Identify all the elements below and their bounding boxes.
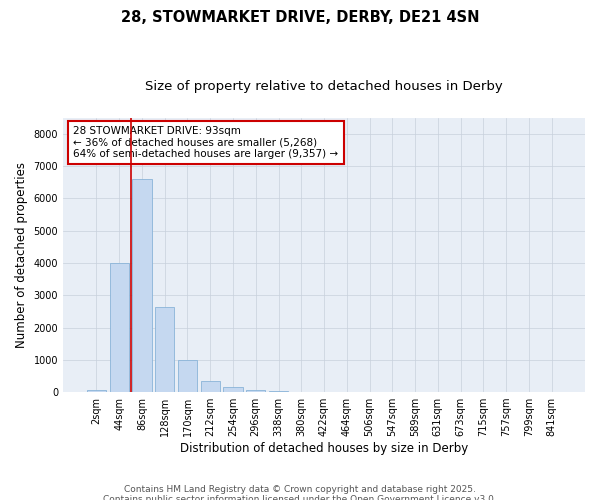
Bar <box>178 360 197 392</box>
Bar <box>246 390 265 392</box>
Bar <box>223 387 242 392</box>
X-axis label: Distribution of detached houses by size in Derby: Distribution of detached houses by size … <box>180 442 468 455</box>
Bar <box>110 263 129 392</box>
Text: Contains public sector information licensed under the Open Government Licence v3: Contains public sector information licen… <box>103 495 497 500</box>
Bar <box>132 179 152 392</box>
Text: Contains HM Land Registry data © Crown copyright and database right 2025.: Contains HM Land Registry data © Crown c… <box>124 485 476 494</box>
Y-axis label: Number of detached properties: Number of detached properties <box>15 162 28 348</box>
Bar <box>200 381 220 392</box>
Title: Size of property relative to detached houses in Derby: Size of property relative to detached ho… <box>145 80 503 93</box>
Bar <box>87 390 106 392</box>
Bar <box>269 391 288 392</box>
Bar <box>155 306 175 392</box>
Text: 28, STOWMARKET DRIVE, DERBY, DE21 4SN: 28, STOWMARKET DRIVE, DERBY, DE21 4SN <box>121 10 479 25</box>
Text: 28 STOWMARKET DRIVE: 93sqm
← 36% of detached houses are smaller (5,268)
64% of s: 28 STOWMARKET DRIVE: 93sqm ← 36% of deta… <box>73 126 338 159</box>
